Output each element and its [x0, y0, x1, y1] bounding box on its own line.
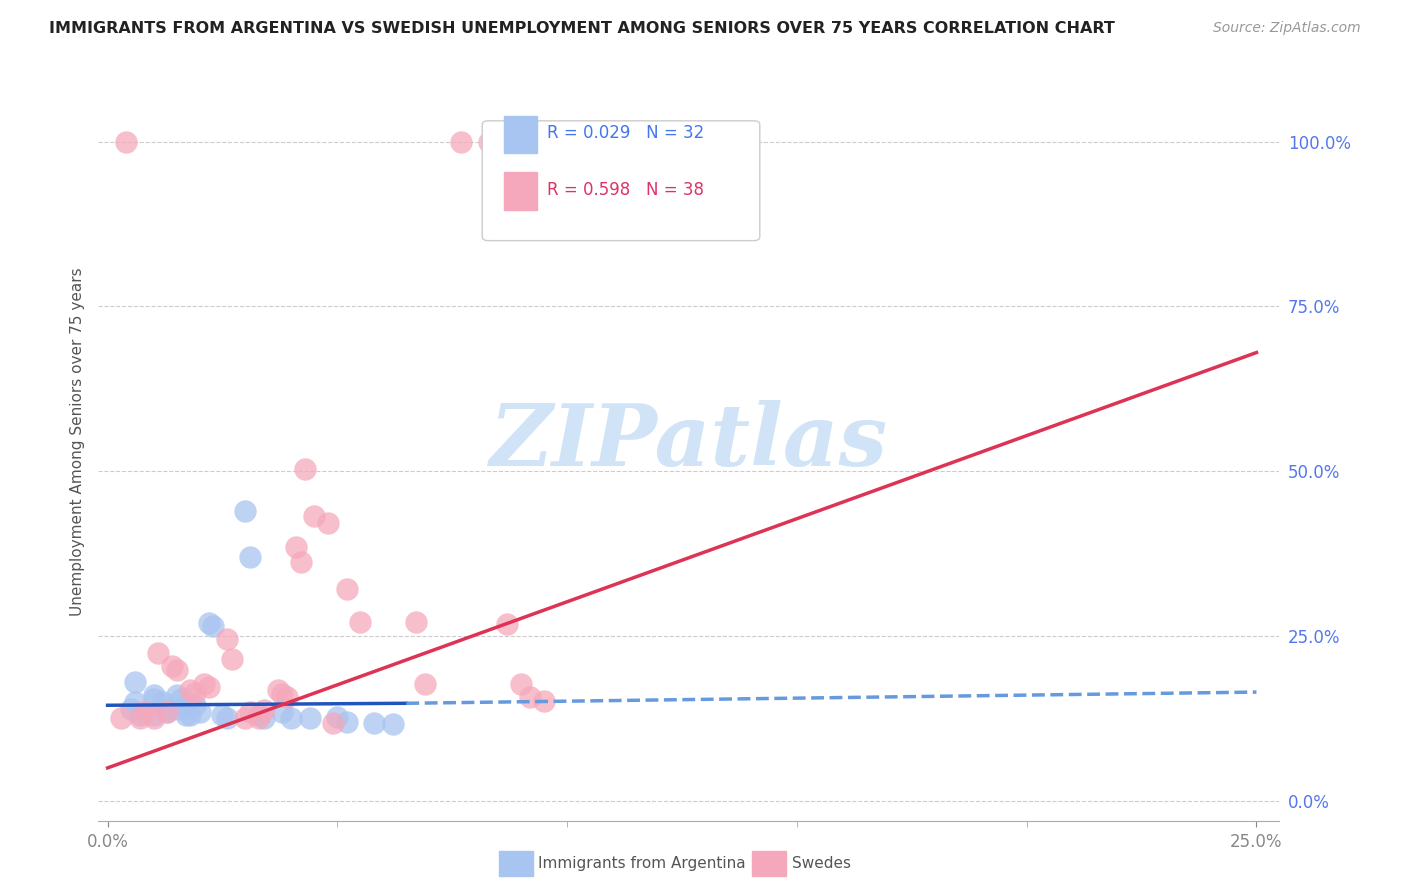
Point — [280, 711, 302, 725]
Point — [124, 675, 146, 690]
Point — [239, 549, 262, 564]
Point — [405, 615, 427, 629]
Point — [170, 701, 193, 715]
Point — [247, 711, 270, 725]
Point — [156, 705, 179, 719]
Text: IMMIGRANTS FROM ARGENTINA VS SWEDISH UNEMPLOYMENT AMONG SENIORS OVER 75 YEARS CO: IMMIGRANTS FROM ARGENTINA VS SWEDISH UNE… — [49, 21, 1115, 36]
Text: ZIPatlas: ZIPatlas — [489, 400, 889, 483]
Point — [285, 540, 308, 554]
Point — [179, 683, 201, 698]
Point — [128, 711, 150, 725]
Point — [271, 705, 294, 719]
Point — [496, 617, 519, 632]
Point — [253, 703, 276, 717]
Point — [142, 689, 165, 703]
Point — [235, 711, 257, 725]
Point — [197, 615, 219, 630]
Point — [326, 710, 349, 724]
Point — [128, 708, 150, 723]
Point — [166, 663, 188, 677]
Point — [298, 711, 321, 725]
Point — [152, 695, 174, 709]
Point — [413, 676, 436, 690]
Point — [179, 708, 201, 723]
Point — [146, 646, 169, 660]
Point — [381, 716, 404, 731]
Point — [221, 652, 243, 666]
Point — [510, 676, 533, 690]
Point — [335, 582, 357, 596]
FancyBboxPatch shape — [482, 120, 759, 241]
Point — [142, 708, 165, 723]
Point — [110, 711, 132, 725]
Point — [134, 705, 156, 719]
Point — [294, 462, 316, 476]
Y-axis label: Unemployment Among Seniors over 75 years: Unemployment Among Seniors over 75 years — [69, 268, 84, 615]
Point — [156, 701, 179, 715]
Text: Source: ZipAtlas.com: Source: ZipAtlas.com — [1213, 21, 1361, 35]
Point — [335, 714, 357, 729]
Point — [124, 695, 146, 709]
Point — [235, 504, 257, 518]
Point — [184, 698, 207, 713]
Point — [156, 705, 179, 719]
Bar — [503, 172, 537, 211]
Point — [450, 135, 472, 149]
Text: Immigrants from Argentina: Immigrants from Argentina — [538, 856, 747, 871]
Point — [478, 135, 501, 149]
Point — [316, 516, 339, 530]
Point — [271, 687, 294, 701]
Point — [304, 509, 326, 524]
Text: R = 0.029   N = 32: R = 0.029 N = 32 — [547, 124, 704, 142]
Point — [197, 681, 219, 695]
Point — [247, 708, 270, 723]
Point — [290, 555, 312, 569]
Point — [170, 691, 193, 706]
Point — [217, 632, 239, 647]
Text: Swedes: Swedes — [792, 856, 851, 871]
Point — [253, 711, 276, 725]
Point — [239, 705, 262, 719]
Point — [349, 615, 371, 629]
Point — [276, 690, 298, 705]
Point — [322, 716, 344, 731]
Point — [142, 711, 165, 725]
Point — [533, 693, 555, 707]
Point — [174, 708, 197, 723]
Bar — [503, 115, 537, 153]
Point — [142, 691, 165, 706]
Point — [363, 716, 385, 731]
Point — [202, 619, 225, 633]
Point — [211, 708, 233, 723]
Point — [188, 705, 211, 719]
Point — [217, 711, 239, 725]
Point — [193, 676, 215, 690]
Text: R = 0.598   N = 38: R = 0.598 N = 38 — [547, 181, 704, 199]
Point — [166, 689, 188, 703]
Point — [184, 686, 207, 700]
Point — [266, 683, 288, 698]
Point — [120, 701, 142, 715]
Point — [115, 135, 138, 149]
Point — [519, 690, 541, 704]
Point — [160, 658, 183, 673]
